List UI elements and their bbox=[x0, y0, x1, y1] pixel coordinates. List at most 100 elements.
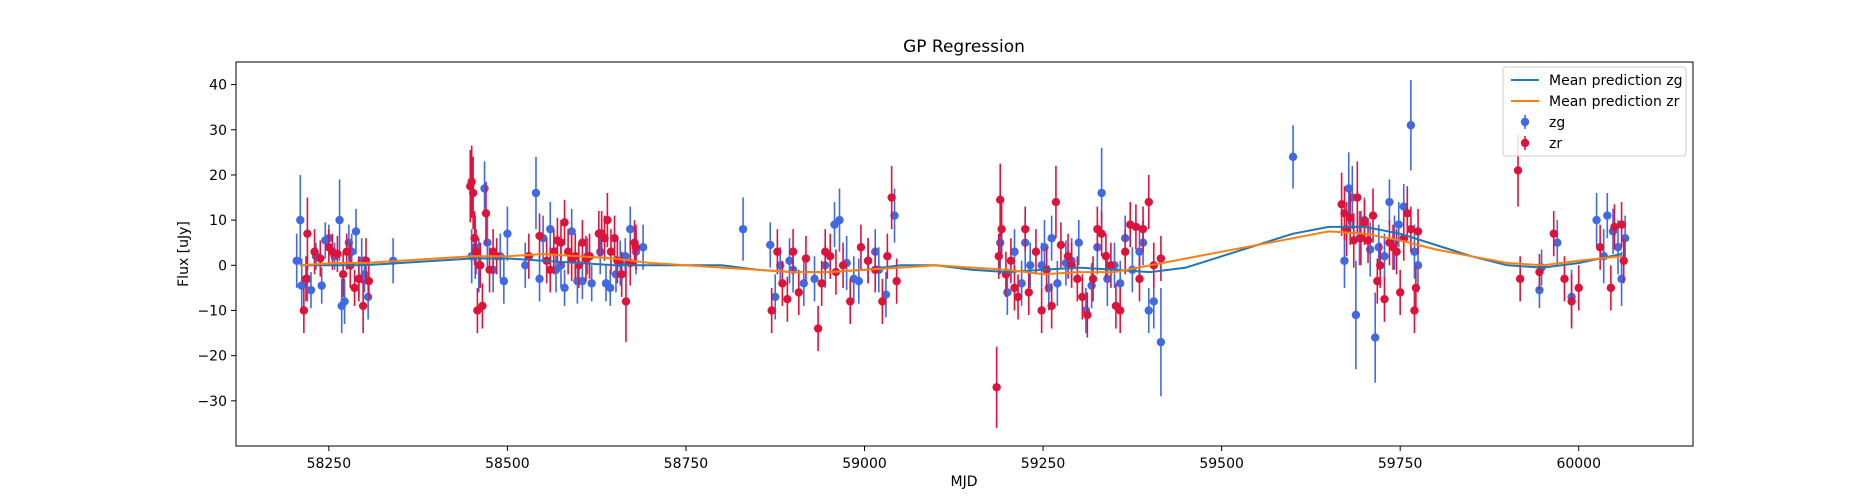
data-point-zr-138 bbox=[1549, 229, 1558, 238]
y-tick-label: 40 bbox=[209, 78, 227, 94]
data-point-zr-25 bbox=[485, 265, 494, 275]
data-point-zr-8 bbox=[338, 270, 348, 279]
data-point-zr-19 bbox=[470, 233, 479, 243]
data-point-zg-28 bbox=[499, 276, 509, 286]
data-point-zr-68 bbox=[846, 297, 855, 306]
data-point-zg-96 bbox=[1144, 306, 1153, 315]
chart-title: GP Regression bbox=[903, 37, 1025, 57]
y-tick-label: −20 bbox=[197, 349, 227, 365]
data-point-zr-73 bbox=[883, 252, 892, 261]
data-point-zg-30 bbox=[521, 261, 530, 270]
data-point-zr-15 bbox=[364, 276, 374, 286]
data-point-zg-29 bbox=[503, 229, 512, 238]
data-point-zg-4 bbox=[306, 285, 316, 295]
data-point-zr-40 bbox=[578, 238, 587, 247]
data-point-zr-97 bbox=[1088, 274, 1098, 284]
series-line-mean-prediction-zg bbox=[300, 225, 1622, 274]
data-point-zg-32 bbox=[535, 274, 544, 284]
data-point-zg-113 bbox=[1399, 202, 1408, 211]
data-point-zr-128 bbox=[1395, 288, 1405, 297]
data-point-zg-103 bbox=[1351, 310, 1361, 320]
data-point-zg-38 bbox=[567, 227, 576, 236]
data-point-zg-98 bbox=[1156, 337, 1166, 347]
data-point-zr-4 bbox=[316, 254, 325, 263]
y-tick-label: −10 bbox=[197, 303, 227, 319]
data-point-zr-81 bbox=[1006, 256, 1016, 265]
y-tick-label: 0 bbox=[218, 258, 227, 274]
legend: Mean prediction zg Mean prediction zr zg zr bbox=[1502, 66, 1687, 157]
data-point-zr-57 bbox=[778, 279, 787, 288]
data-point-zg-94 bbox=[1135, 247, 1144, 256]
data-point-zg-31 bbox=[531, 188, 541, 198]
data-point-zr-139 bbox=[1560, 274, 1569, 284]
data-point-zg-65 bbox=[854, 276, 863, 286]
data-point-zg-53 bbox=[766, 240, 775, 250]
data-point-zr-84 bbox=[1021, 224, 1030, 234]
data-point-zr-18 bbox=[468, 188, 478, 198]
data-point-zg-49 bbox=[626, 224, 635, 234]
x-tick-label: 59000 bbox=[842, 456, 887, 472]
data-point-zg-51 bbox=[638, 243, 648, 252]
legend-swatch-marker bbox=[1520, 138, 1530, 148]
data-point-zg-25 bbox=[483, 238, 492, 247]
data-point-zr-13 bbox=[358, 301, 368, 311]
data-point-zr-46 bbox=[603, 215, 612, 225]
data-point-zr-29 bbox=[535, 231, 544, 241]
data-point-zg-81 bbox=[1053, 279, 1062, 288]
data-point-zr-23 bbox=[478, 301, 487, 311]
data-point-zg-125 bbox=[1613, 243, 1623, 252]
data-point-zg-48 bbox=[621, 252, 630, 261]
data-point-zr-119 bbox=[1360, 218, 1369, 227]
data-point-zg-112 bbox=[1394, 220, 1403, 229]
y-tick-label: 20 bbox=[209, 168, 227, 184]
data-point-zr-72 bbox=[878, 297, 887, 306]
data-point-zg-110 bbox=[1385, 197, 1394, 207]
data-point-zr-123 bbox=[1375, 261, 1385, 270]
data-point-zg-76 bbox=[1026, 261, 1035, 270]
data-point-zg-0 bbox=[292, 256, 301, 265]
data-point-zg-107 bbox=[1370, 333, 1380, 342]
data-point-zr-92 bbox=[1063, 252, 1073, 261]
data-point-zr-31 bbox=[546, 265, 555, 275]
data-point-zr-100 bbox=[1101, 252, 1111, 261]
data-point-zg-42 bbox=[587, 279, 596, 288]
data-point-zr-99 bbox=[1097, 229, 1106, 238]
data-point-zr-107 bbox=[1135, 274, 1144, 284]
data-point-zr-51 bbox=[621, 297, 631, 306]
data-point-zr-104 bbox=[1120, 247, 1130, 256]
data-point-zr-121 bbox=[1368, 211, 1378, 220]
data-point-zr-62 bbox=[813, 324, 823, 333]
data-point-zr-83 bbox=[1013, 292, 1023, 302]
legend-label: zg bbox=[1549, 115, 1565, 131]
legend-label: Mean prediction zg bbox=[1549, 73, 1683, 89]
data-point-zr-36 bbox=[563, 247, 573, 256]
data-point-zg-6 bbox=[317, 281, 326, 290]
data-point-zg-34 bbox=[546, 224, 555, 234]
data-point-zr-47 bbox=[606, 247, 616, 256]
data-point-zr-90 bbox=[1051, 197, 1061, 207]
data-point-zg-101 bbox=[1344, 184, 1353, 193]
data-point-zr-22 bbox=[476, 261, 485, 270]
x-axis: 58250 58500 58750 59000 59250 59500 59750 60000 bbox=[307, 446, 1601, 472]
x-tick-label: 59500 bbox=[1199, 456, 1244, 472]
data-point-zg-62 bbox=[835, 215, 844, 225]
data-point-zg-74 bbox=[1017, 279, 1026, 288]
data-point-zr-75 bbox=[892, 276, 901, 286]
data-point-zg-109 bbox=[1380, 252, 1389, 261]
data-point-zr-136 bbox=[1515, 274, 1525, 284]
data-point-zr-94 bbox=[1073, 274, 1082, 284]
data-point-zg-71 bbox=[996, 238, 1005, 247]
data-point-zr-87 bbox=[1037, 306, 1046, 315]
data-point-zr-103 bbox=[1115, 306, 1125, 315]
x-tick-label: 59750 bbox=[1378, 456, 1423, 472]
data-point-zg-12 bbox=[340, 297, 349, 306]
data-point-zr-56 bbox=[773, 247, 782, 256]
data-point-zg-45 bbox=[606, 283, 615, 293]
data-point-zr-117 bbox=[1353, 193, 1362, 202]
data-point-zg-108 bbox=[1374, 243, 1383, 252]
data-point-zr-145 bbox=[1617, 220, 1626, 229]
data-point-zg-69 bbox=[881, 290, 891, 299]
data-point-zr-65 bbox=[826, 252, 835, 261]
data-point-zg-58 bbox=[799, 279, 809, 288]
